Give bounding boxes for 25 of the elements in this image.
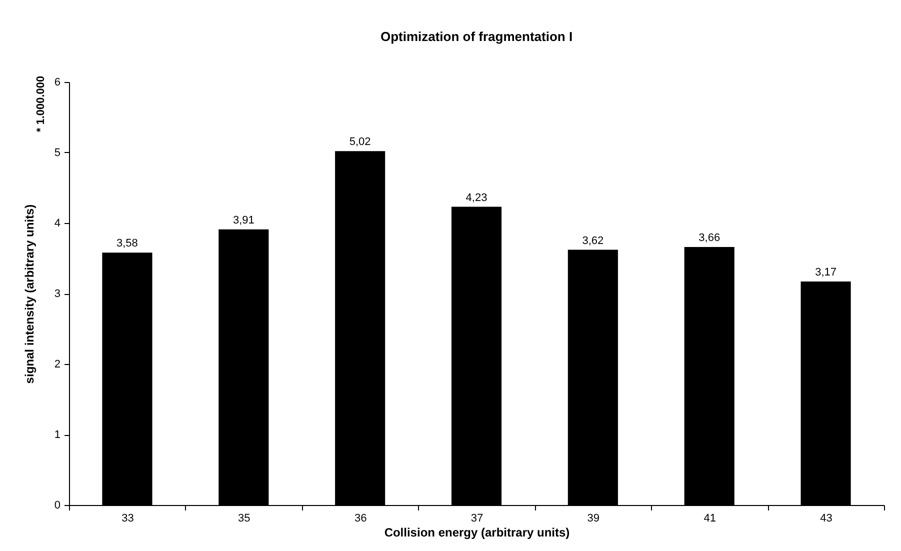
y-tick-label: 4 — [54, 218, 60, 230]
text: 4,23 — [466, 192, 488, 204]
y-tick-label: 5 — [54, 147, 60, 159]
x-tick-label: 37 — [470, 512, 484, 524]
text: 3,58 — [116, 238, 138, 250]
text: 3,91 — [232, 214, 254, 226]
y-tick-label: 1 — [54, 429, 60, 441]
chart-title: Optimization of fragmentation I — [380, 28, 573, 44]
text: 3,17 — [815, 266, 836, 279]
x-tick-label: 43 — [820, 512, 832, 524]
y-axis-title: signal intensity (arbitrary units) — [22, 204, 36, 384]
x-tick-label: 36 — [354, 512, 367, 524]
text: * 1.000.000 — [35, 76, 47, 132]
text: 3,66 — [698, 232, 720, 244]
y-tick-label: 3 — [54, 288, 60, 300]
x-tick-label: 39 — [587, 512, 600, 524]
text: 3,62 — [582, 234, 604, 247]
x-tick-label: 41 — [704, 512, 716, 524]
y-tick-label: 0 — [54, 500, 60, 512]
text: 5,02 — [349, 136, 371, 148]
x-tick-label: 33 — [122, 512, 134, 524]
y-tick-label: 6 — [54, 76, 60, 88]
y-tick-label: 2 — [54, 358, 60, 370]
x-tick-label: 35 — [238, 512, 250, 524]
x-axis-title: Collision energy (arbitrary units) — [384, 526, 570, 540]
